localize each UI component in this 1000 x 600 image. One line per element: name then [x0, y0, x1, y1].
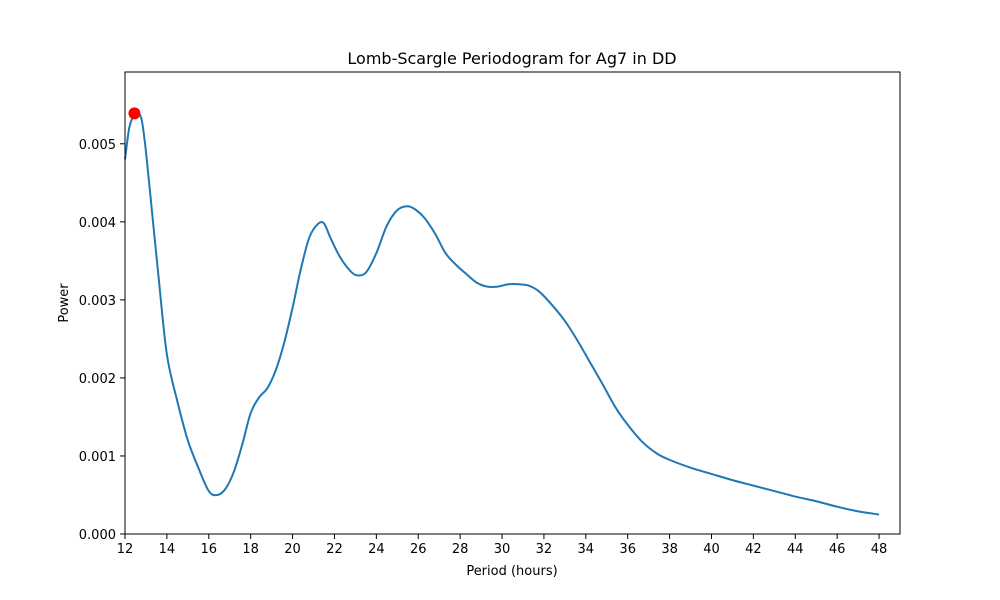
- x-tick-label: 24: [368, 542, 385, 557]
- x-tick-label: 12: [117, 542, 134, 557]
- y-tick-label: 0.003: [79, 294, 116, 309]
- x-axis-ticks: 12 14 16 18 20 22 24 26 28 30 32 34 36 38 40 42 44 46 48: [117, 534, 888, 557]
- x-tick-label: 22: [326, 542, 343, 557]
- x-tick-label: 42: [745, 542, 762, 557]
- x-tick-label: 16: [201, 542, 218, 557]
- x-tick-label: 14: [159, 542, 176, 557]
- plot-background: [125, 72, 900, 534]
- chart-title: Lomb-Scargle Periodogram for Ag7 in DD: [347, 49, 676, 68]
- x-tick-label: 40: [703, 542, 720, 557]
- x-tick-label: 20: [284, 542, 301, 557]
- x-tick-label: 46: [829, 542, 846, 557]
- x-tick-label: 26: [410, 542, 427, 557]
- x-tick-label: 44: [787, 542, 804, 557]
- x-tick-label: 30: [494, 542, 511, 557]
- y-tick-label: 0.005: [79, 138, 116, 153]
- x-tick-label: 18: [242, 542, 259, 557]
- y-axis-ticks: 0.000 0.001 0.002 0.003 0.004 0.005: [79, 138, 125, 543]
- x-tick-label: 38: [661, 542, 678, 557]
- x-axis-label: Period (hours): [466, 564, 557, 579]
- x-tick-label: 34: [578, 542, 595, 557]
- y-tick-label: 0.000: [79, 528, 116, 543]
- y-tick-label: 0.001: [79, 450, 116, 465]
- peak-marker: [128, 107, 141, 120]
- x-tick-label: 36: [619, 542, 636, 557]
- x-tick-label: 28: [452, 542, 469, 557]
- y-axis-label: Power: [57, 283, 72, 323]
- series-line: [124, 111, 880, 516]
- y-tick-label: 0.004: [79, 216, 116, 231]
- x-tick-label: 32: [536, 542, 553, 557]
- x-tick-label: 48: [871, 542, 888, 557]
- plot-frame: [124, 71, 901, 535]
- y-tick-label: 0.002: [79, 372, 116, 387]
